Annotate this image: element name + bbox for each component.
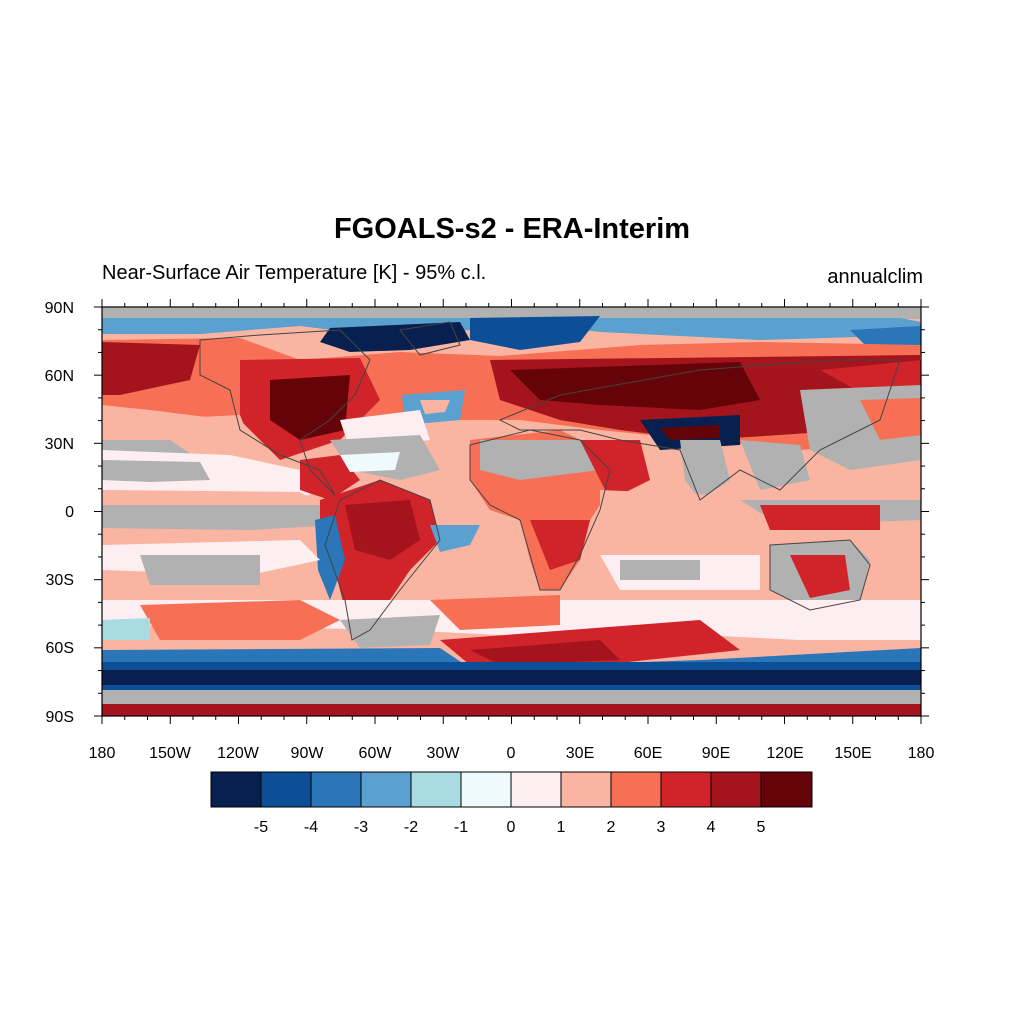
- lon-label: 0: [507, 745, 516, 762]
- lon-label: 120E: [766, 745, 803, 762]
- colorbar-swatch: [461, 772, 511, 807]
- central-america-warm: [300, 455, 360, 500]
- pacific-nw-warm: [860, 398, 921, 440]
- colorbar-swatch: [561, 772, 611, 807]
- arctic-blue: [102, 318, 921, 340]
- colorbar-swatch: [311, 772, 361, 807]
- australia-warm: [790, 555, 850, 598]
- colorbar-swatch: [511, 772, 561, 807]
- lon-label: 90E: [702, 745, 730, 762]
- colorbar-swatch: [711, 772, 761, 807]
- north-america-darkest: [270, 375, 350, 440]
- colorbar-label: 1: [557, 819, 566, 836]
- axis-ticks: [94, 299, 929, 724]
- antarctic-darkest: [102, 670, 921, 685]
- amundsen-cool: [102, 618, 150, 640]
- colorbar-swatch: [261, 772, 311, 807]
- anomaly-field: [102, 307, 921, 716]
- colorbar-label: -2: [404, 819, 418, 836]
- coastlines: [199, 321, 901, 641]
- colorbar-swatch: [661, 772, 711, 807]
- lon-axis: 180 150W 120W 90W 60W 30W 0 30E 60E 90E …: [89, 745, 935, 762]
- alaska-warm: [102, 342, 200, 395]
- arctic-gray: [102, 307, 921, 319]
- sahara-gray: [480, 440, 600, 480]
- antarctic-gray: [102, 690, 921, 706]
- indonesia-warm: [760, 505, 880, 530]
- east-asia-warm: [820, 360, 921, 392]
- lon-label: 30E: [566, 745, 594, 762]
- satl-cool: [430, 525, 480, 552]
- amazon-warm: [345, 500, 420, 560]
- lat-label: 30S: [46, 572, 74, 589]
- colorbar: -5 -4 -3 -2 -1 0 1 2 3 4 5: [210, 771, 813, 836]
- lat-label: 60N: [45, 368, 74, 385]
- arabia-warm: [580, 440, 650, 500]
- colorbar-label: -1: [454, 819, 468, 836]
- lon-label: 180: [908, 745, 935, 762]
- indian-ocean: [600, 490, 740, 530]
- lat-label: 0: [65, 504, 74, 521]
- lat-label: 60S: [46, 640, 74, 657]
- lon-label: 30W: [427, 745, 461, 762]
- colorbar-label: 3: [657, 819, 666, 836]
- lat-label: 90N: [45, 300, 74, 317]
- plot-title: FGOALS-s2 - ERA-Interim: [333, 213, 691, 245]
- spac-gray: [140, 555, 260, 585]
- colorbar-swatch: [411, 772, 461, 807]
- colorbar-label: -5: [254, 819, 268, 836]
- caribbean-pale: [340, 452, 400, 472]
- natl-core: [420, 400, 450, 414]
- lon-label: 150W: [149, 745, 192, 762]
- lon-label: 180: [89, 745, 116, 762]
- india-gray: [680, 440, 730, 500]
- colorbar-swatch: [361, 772, 411, 807]
- arctic-blue-east: [850, 326, 921, 350]
- sind-gray: [620, 560, 700, 580]
- lon-label: 120W: [217, 745, 260, 762]
- period-subtitle: annualclim: [827, 266, 923, 288]
- south-africa-warm: [530, 520, 590, 570]
- colorbar-swatch: [211, 772, 261, 807]
- colorbar-label: -4: [304, 819, 318, 836]
- antarctic-warm-edge: [102, 704, 921, 716]
- arctic-dark-blue-2: [470, 316, 600, 350]
- tibet-warm-core: [660, 425, 720, 440]
- equator-gray: [102, 505, 340, 530]
- lat-label: 90S: [46, 709, 74, 726]
- lon-label: 90W: [291, 745, 325, 762]
- colorbar-dividers: [260, 772, 762, 807]
- arctic-dark-blue-1: [320, 322, 470, 352]
- colorbar-swatch: [611, 772, 661, 807]
- colorbar-label: 0: [507, 819, 516, 836]
- so-warm-atlantic: [430, 595, 560, 630]
- trop-pac-gray: [102, 460, 210, 482]
- lat-axis: 90N 60N 30N 0 30S 60S 90S: [45, 300, 74, 726]
- lon-label: 150E: [834, 745, 871, 762]
- colorbar-swatch: [761, 772, 812, 807]
- lon-label: 60W: [359, 745, 393, 762]
- lon-label: 60E: [634, 745, 662, 762]
- lat-label: 30N: [45, 436, 74, 453]
- colorbar-label: 4: [707, 819, 716, 836]
- variable-subtitle: Near-Surface Air Temperature [K] - 95% c…: [102, 262, 487, 284]
- so-darkest: [470, 640, 620, 665]
- so-gray: [340, 615, 440, 648]
- eurasia-darkest: [510, 362, 760, 410]
- so-warm-west: [140, 600, 340, 640]
- npac-light: [140, 415, 250, 440]
- colorbar-label: -3: [354, 819, 368, 836]
- colorbar-label: 5: [757, 819, 766, 836]
- colorbar-label: 2: [607, 819, 616, 836]
